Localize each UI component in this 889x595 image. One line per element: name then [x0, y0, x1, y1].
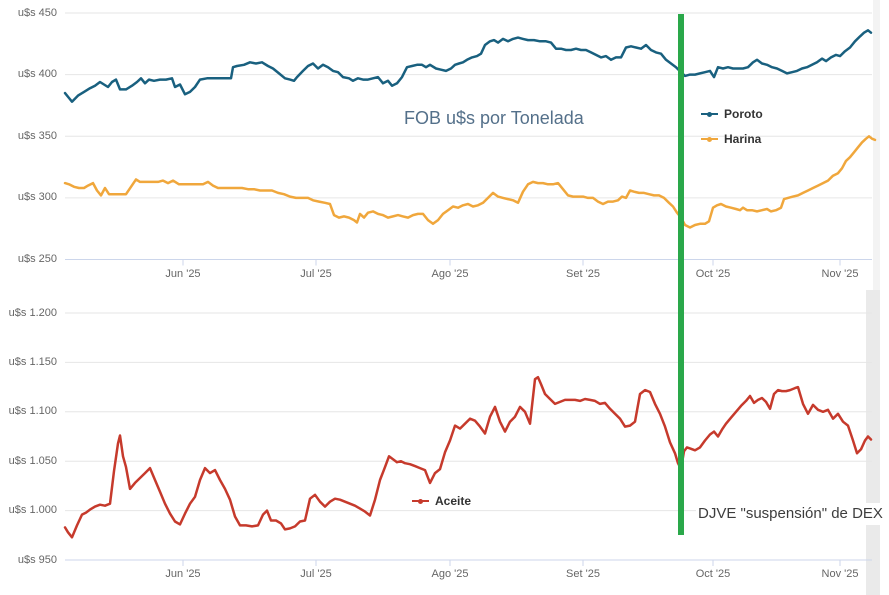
y-axis-label: u$s 1.200	[8, 306, 57, 319]
x-axis-label: Nov '25	[821, 568, 859, 580]
y-axis-label: u$s 1.050	[8, 454, 57, 467]
x-axis-label: Jul '25	[300, 568, 332, 580]
legend-label-poroto: Poroto	[724, 107, 763, 121]
legend-label-aceite: Aceite	[435, 494, 472, 508]
y-axis-label: u$s 1.000	[8, 504, 57, 517]
series-line-poroto[interactable]	[63, 29, 873, 103]
event-line-djve	[678, 14, 684, 535]
harina-line-marker-icon	[701, 136, 718, 142]
x-axis-label: Jun '25	[165, 568, 201, 580]
y-axis-label: u$s 950	[17, 553, 57, 566]
y-axis-label: u$s 1.150	[8, 355, 57, 368]
legend-item-poroto[interactable]: Poroto	[701, 107, 771, 121]
y-axis-label: u$s 300	[17, 191, 57, 204]
aceite-line-marker-icon	[412, 498, 429, 504]
y-axis-label: u$s 450	[17, 6, 57, 19]
x-axis-label: Ago '25	[431, 267, 469, 280]
x-axis-label: Ago '25	[431, 568, 469, 580]
x-axis-label: Nov '25	[821, 267, 859, 280]
event-annotation-label: DJVE "suspensión" de DEX	[696, 503, 889, 525]
series-line-aceite[interactable]	[63, 375, 873, 539]
series-line-harina[interactable]	[63, 135, 877, 229]
y-axis-label: u$s 250	[17, 253, 57, 265]
x-axis-label: Oct '25	[695, 267, 731, 280]
x-axis-label: Set '25	[566, 568, 600, 580]
y-axis-label: u$s 400	[17, 68, 57, 81]
legend-label-harina: Harina	[724, 132, 762, 146]
poroto-line-marker-icon	[701, 111, 718, 117]
x-axis-label: Jun '25	[165, 267, 201, 280]
x-axis-label: Set '25	[566, 267, 600, 280]
x-axis-label: Oct '25	[695, 568, 731, 580]
y-axis-label: u$s 1.100	[8, 405, 57, 418]
chart-title: FOB u$s por Tonelada	[404, 108, 584, 128]
x-axis-label: Jul '25	[300, 267, 332, 280]
y-axis-label: u$s 350	[17, 129, 57, 142]
legend-item-aceite[interactable]: Aceite	[412, 494, 482, 508]
legend-item-harina[interactable]: Harina	[701, 132, 771, 146]
